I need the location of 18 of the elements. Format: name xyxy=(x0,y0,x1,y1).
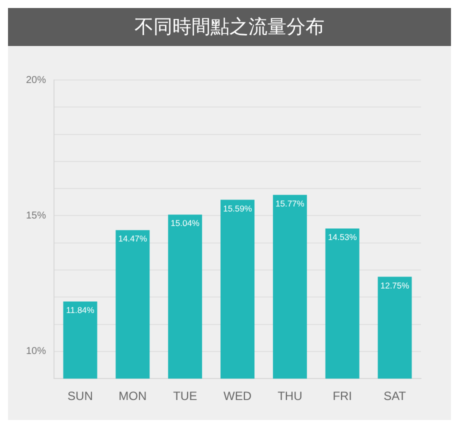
x-tick-label: FRI xyxy=(332,389,352,404)
x-tick-label: TUE xyxy=(173,389,198,404)
data-label: 15.77% xyxy=(276,198,305,208)
x-tick-label: MON xyxy=(118,389,147,404)
x-tick-label: THU xyxy=(278,389,302,404)
x-tick-label: SUN xyxy=(68,389,93,404)
x-tick-label: WED xyxy=(224,389,252,404)
data-label: 15.04% xyxy=(170,218,200,228)
data-label: 14.47% xyxy=(118,234,148,244)
data-label: 11.84% xyxy=(66,305,95,316)
y-tick-label: 10% xyxy=(26,346,46,358)
data-label: 14.53% xyxy=(328,232,358,242)
data-label: 15.59% xyxy=(223,203,252,214)
y-tick-label: 20% xyxy=(26,74,46,86)
data-label: 12.75% xyxy=(380,280,410,290)
x-tick-label: SAT xyxy=(384,389,407,404)
chart-title: 不同時間點之流量分布 xyxy=(8,8,451,46)
y-tick-label: 15% xyxy=(26,210,46,222)
